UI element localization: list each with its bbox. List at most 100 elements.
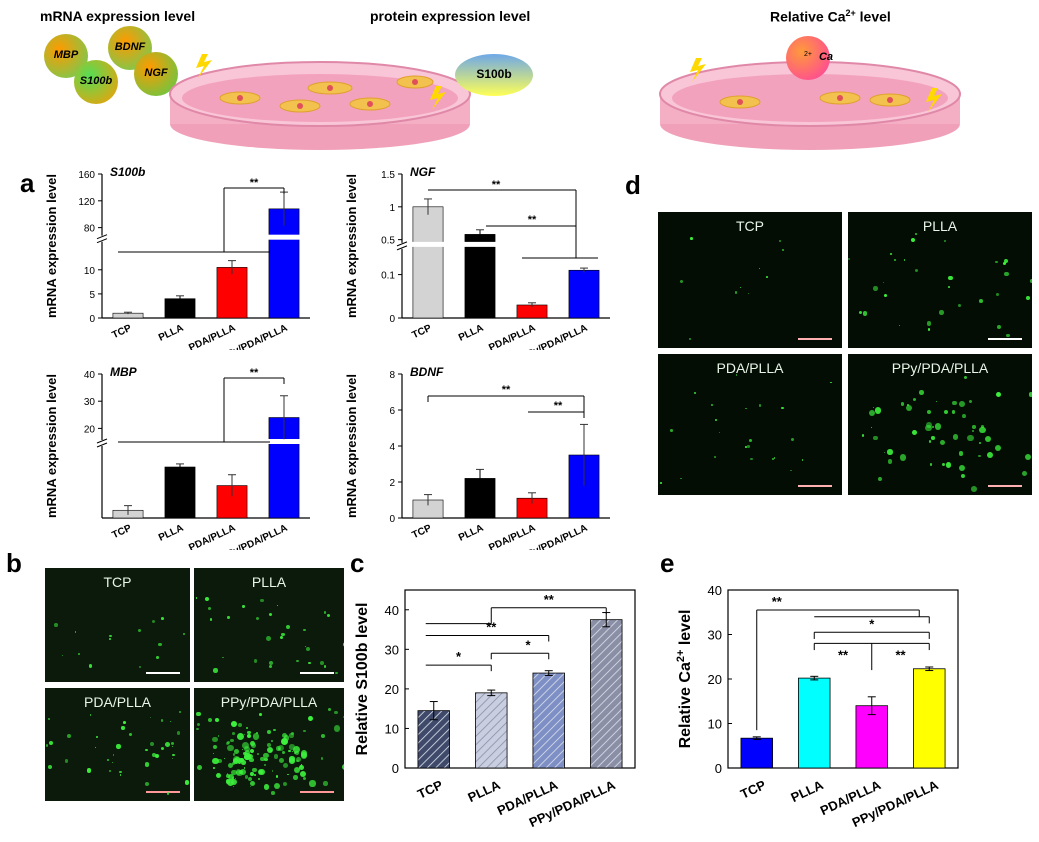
cell-fluorescence [958,464,965,471]
cell-fluorescence [155,753,159,758]
cell-fluorescence [231,779,238,786]
y-tick-label: 1 [389,203,395,214]
cell-fluorescence [301,750,307,757]
cell-fluorescence [256,731,259,734]
cell-fluorescence [883,294,887,298]
scale-bar [988,485,1022,487]
cell-fluorescence [271,791,275,795]
cell-fluorescence [281,751,285,755]
cell-fluorescence [212,757,220,765]
cell-fluorescence [171,753,175,757]
s100b-protein-ellipse: S100b [455,54,533,96]
cell-fluorescence [689,338,692,341]
chart-a-mbp: 20 30 40 mRNA expression level MBP TCP PLLA PDA… [44,365,310,550]
cell-fluorescence [78,653,80,655]
image-d-ppy-pda-plla: PPy/PDA/PLLA [848,354,1032,495]
cell-fluorescence [791,438,795,442]
cell-fluorescence [268,664,273,669]
cell-fluorescence [227,778,235,786]
significance-mark: * [456,649,462,664]
cell-fluorescence [968,399,973,404]
y-tick-label: 40 [84,370,96,381]
cell-fluorescence [172,757,174,759]
x-tick-label: PLLA [457,523,485,544]
cell-fluorescence [239,757,244,763]
y-tick-label: 20 [84,424,96,435]
cell-fluorescence [978,298,983,303]
cell-fluorescence [171,745,174,748]
bar [475,692,508,769]
y-tick-label: 0.5 [381,236,395,247]
cell-fluorescence [292,745,300,753]
cell-fluorescence [943,240,946,242]
cell-fluorescence [120,774,122,776]
cell-fluorescence [694,392,697,395]
cell-fluorescence [300,764,303,766]
y-tick-label: 30 [708,628,722,643]
significance-mark: * [869,616,875,631]
cell-fluorescence [739,286,741,288]
cell-fluorescence [243,734,245,736]
mrna-header-title: mRNA expression level [40,8,196,24]
cell-fluorescence [111,762,113,764]
cell-fluorescence [994,260,998,264]
cell-fluorescence [299,764,304,770]
cell-fluorescence [748,292,750,294]
chart-a-ngf: 0 0.1 0.5 1 1.5 mRNA expression level NGF TCP PL… [344,165,610,350]
cell-fluorescence [150,741,154,746]
cell-fluorescence [260,598,264,603]
cell-fluorescence [47,764,52,769]
cell-fluorescence [263,784,270,790]
cell-fluorescence [258,712,262,716]
image-b-plla: PLLA [194,568,344,682]
cell-fluorescence [941,462,946,467]
cell-fluorescence [934,423,942,430]
mbp-bubble: MBP [44,34,88,78]
significance-mark: ** [250,367,259,379]
cell-fluorescence [238,722,243,727]
cell-fluorescence [928,439,932,443]
cell-fluorescence [898,324,901,327]
cell-fluorescence [249,780,255,786]
cell-fluorescence [255,616,259,620]
cell-fluorescence [227,740,231,744]
cell-fluorescence [1003,259,1008,263]
cell-fluorescence [244,754,250,760]
y-tick-label: 20 [708,672,722,687]
x-tick-label: TCP [410,323,433,342]
significance-mark: ** [838,647,849,662]
cell-fluorescence [257,753,260,756]
image-b-ppy-pda-plla-label: PPy/PDA/PLLA [220,694,318,710]
petri-dish-left [169,54,471,150]
cell-fluorescence [945,462,952,468]
cell-fluorescence [177,731,181,735]
cell-fluorescence [281,738,289,746]
cell-fluorescence [927,328,931,331]
cell-fluorescence [872,435,878,441]
cell-fluorescence [74,631,77,633]
cell-fluorescence [327,708,331,712]
cell-fluorescence [196,722,200,726]
cell-fluorescence [247,776,252,781]
cell-fluorescence [249,785,252,788]
cell-fluorescence [342,763,344,771]
cell-fluorescence [228,773,235,780]
cell-fluorescence [952,434,959,440]
cell-fluorescence [979,427,986,434]
cell-fluorescence [887,459,893,464]
cell-fluorescence [283,762,289,769]
cell-fluorescence [935,401,937,403]
cell-fluorescence [303,729,306,733]
y-axis-label: mRNA expression level [344,174,359,318]
cell-fluorescence [108,634,112,638]
cell-fluorescence [62,655,64,657]
x-tick-label: PLLA [157,323,185,344]
cell-fluorescence [985,436,992,443]
cell-fluorescence [232,785,234,787]
cell-fluorescence [309,780,316,787]
x-tick-label: PLLA [457,323,485,344]
y-tick-label: 8 [389,370,395,381]
cell-fluorescence [912,429,917,435]
cell-fluorescence [343,715,344,719]
significance-mark: ** [554,400,563,412]
